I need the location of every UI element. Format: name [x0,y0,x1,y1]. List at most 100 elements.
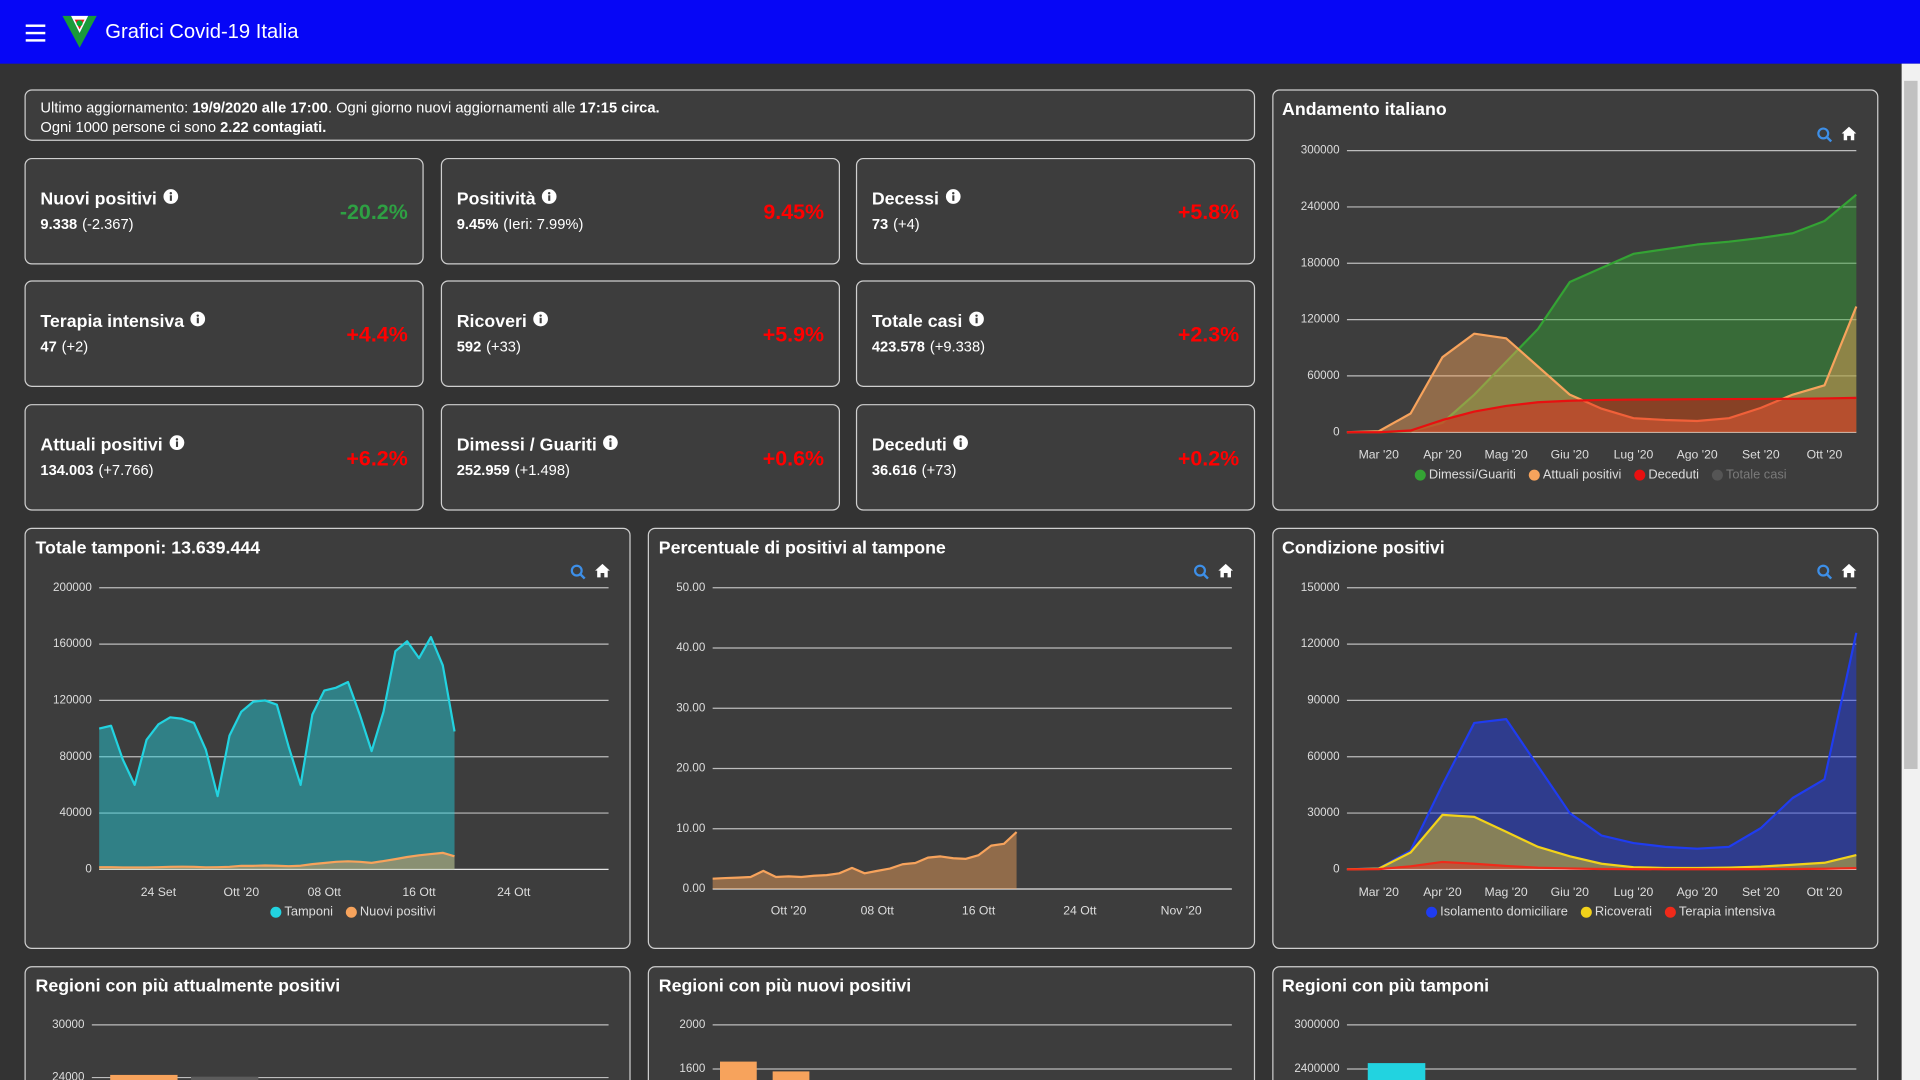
legend-item[interactable]: Attuali positivi [1528,466,1622,481]
legend-item[interactable]: Totale casi [1711,466,1787,481]
legend-item[interactable]: Deceduti [1634,466,1699,481]
card-title: Deceduti [872,435,970,456]
card-title-text: Terapia intensiva [40,312,185,332]
legend-label: Deceduti [1648,466,1699,481]
info-icon[interactable] [163,189,180,206]
series-line [98,636,456,798]
x-tick-label: Set '20 [1742,448,1780,462]
card-number: 592 [456,337,482,356]
y-tick-label: 2000 [679,1018,705,1031]
legend-label: Isolamento domiciliare [1440,904,1568,919]
x-tick-label: 24 Ott [1063,903,1097,917]
info-icon[interactable] [542,189,559,206]
legend-item[interactable]: Dimessi/Guariti [1414,466,1516,481]
x-tick-label: 08 Ott [861,903,895,917]
x-tick-label: Mar '20 [1359,885,1400,899]
card-number: 9.338 [40,215,78,233]
zoom-button[interactable] [1817,564,1833,580]
chart-title: Regioni con più attualmente positivi [36,976,341,996]
legend-label: Terapia intensiva [1679,904,1776,919]
zoom-icon [570,564,583,577]
y-tick-label: 30.00 [676,701,706,714]
info-icon[interactable] [953,435,970,452]
area-fill [1346,194,1857,433]
x-tick-label: Lug '20 [1614,885,1654,899]
bar [191,1076,259,1080]
info-bold: 19/9/2020 alle 17:00 [192,99,328,117]
home-button[interactable] [1218,563,1234,578]
y-tick-label: 40000 [60,806,93,819]
card-title: Totale casi [872,311,986,332]
y-tick-label: 180000 [1301,256,1340,269]
legend-item[interactable]: Nuovi positivi [345,904,436,919]
card-detail: (+73) [921,461,957,479]
stat-card: Decessi 73 (+4) +5.8% [855,157,1256,265]
y-tick-label: 24000 [52,1071,85,1080]
legend-label: Attuali positivi [1543,466,1622,481]
info-box: Ultimo aggiornamento: 19/9/2020 alle 17:… [24,89,1256,141]
y-tick-label: 0 [1333,425,1340,438]
card-number: 423.578 [871,337,925,356]
card-detail: (-2.367) [82,215,134,233]
card-value: 592 (+33) [457,338,521,355]
card-number: 73 [871,215,889,233]
zoom-button[interactable] [1194,564,1209,580]
card-change: +0.2% [1177,445,1240,471]
card-title: Dimessi / Guariti [457,435,620,456]
info-icon[interactable] [190,311,207,328]
menu-button[interactable] [15,0,79,64]
y-tick-label: 60000 [1307,750,1340,763]
zoom-button[interactable] [1817,127,1833,143]
home-button[interactable] [1841,126,1857,141]
legend-item[interactable]: Terapia intensiva [1664,904,1776,919]
legend-marker [1414,469,1426,481]
x-tick-label: Ago '20 [1677,885,1718,899]
zoom-icon [1202,573,1209,580]
y-tick-label: 40.00 [676,641,706,654]
area-fill [99,852,455,870]
home-button[interactable] [595,563,610,578]
info-line: Ogni 1000 persone ci sono 2.22 contagiat… [40,118,1239,138]
chart-title: Regioni con più nuovi positivi [659,976,911,996]
card-change: +4.4% [346,322,408,347]
legend-item[interactable]: Tamponi [270,904,333,919]
y-tick-label: 50.00 [676,581,706,594]
card-title-text: Decessi [871,189,939,210]
chart-panel [24,527,631,949]
area-fill [1346,814,1857,870]
zoom-button[interactable] [570,564,586,580]
x-tick-label: Ott '20 [1807,885,1843,899]
card-title: Attuali positivi [40,435,186,456]
series-line [1346,860,1857,871]
info-icon[interactable] [945,189,962,206]
info-icon[interactable] [968,311,985,328]
legend-item[interactable]: Isolamento domiciliare [1426,904,1568,919]
home-button[interactable] [1841,563,1857,578]
info-icon[interactable] [169,435,186,452]
card-number: 252.959 [456,461,510,479]
card-title-text: Ricoveri [456,312,527,332]
zoom-icon [1826,573,1833,580]
card-change: +5.9% [762,322,825,347]
card-value: 252.959 (+1.498) [457,462,570,479]
home-icon [1218,563,1234,578]
y-tick-label: 3000000 [1294,1018,1340,1031]
info-icon[interactable] [533,311,550,328]
x-tick-label: 16 Ott [962,903,996,917]
legend-item[interactable]: Ricoverati [1580,904,1652,919]
home-icon [1841,563,1857,578]
x-tick-label: Ott '20 [771,903,807,917]
chart-panel [1272,966,1879,1080]
legend-marker [1711,469,1723,481]
card-detail: (+4) [893,215,920,233]
card-title: Ricoveri [457,311,550,332]
x-tick-label: Mar '20 [1359,448,1400,462]
info-icon[interactable] [603,435,620,452]
x-tick-label: Apr '20 [1423,885,1462,899]
scrollbar-thumb[interactable] [1904,80,1918,769]
card-value: 73 (+4) [872,216,920,233]
y-tick-label: 1600 [679,1062,705,1075]
stat-card: Dimessi / Guariti 252.959 (+1.498) +0.6% [440,404,841,511]
top-bar: Grafici Covid-19 Italia [0,0,1920,64]
